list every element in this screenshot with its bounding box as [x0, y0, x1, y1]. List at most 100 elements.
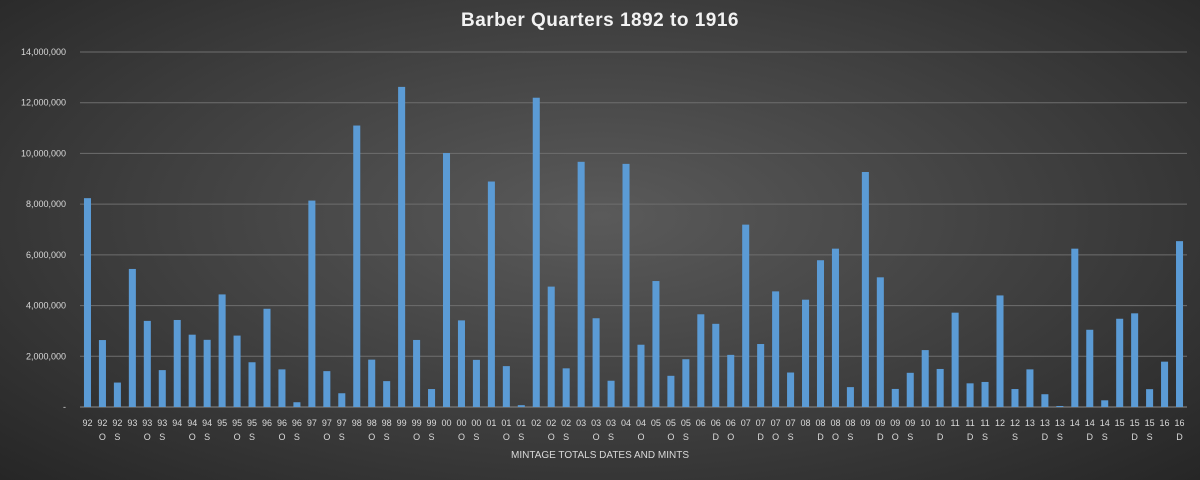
- bar: [173, 319, 181, 407]
- bar: [442, 153, 451, 407]
- x-tick-year: 02: [546, 418, 556, 428]
- x-tick-mint: O: [727, 432, 734, 442]
- x-tick-mint: S: [608, 432, 614, 442]
- x-tick-mint: S: [473, 432, 479, 442]
- bar: [727, 354, 735, 407]
- x-tick-year: 11: [965, 418, 974, 428]
- x-tick-year: 99: [412, 418, 422, 428]
- x-tick-mint: S: [1102, 432, 1108, 442]
- x-tick-mint: O: [189, 432, 196, 442]
- bar: [891, 388, 899, 407]
- x-tick-year: 03: [591, 418, 601, 428]
- x-tick-year: 04: [621, 418, 631, 428]
- bar: [143, 320, 151, 407]
- x-tick-year: 14: [1070, 418, 1080, 428]
- x-tick-year: 15: [1130, 418, 1140, 428]
- x-tick-year: 94: [172, 418, 182, 428]
- x-tick-mint: S: [1012, 432, 1018, 442]
- bar: [607, 380, 615, 407]
- bar: [816, 260, 825, 407]
- y-tick-label: 10,000,000: [21, 148, 66, 158]
- x-tick-mint: O: [413, 432, 420, 442]
- x-tick-year: 04: [636, 418, 646, 428]
- x-tick-year: 98: [382, 418, 392, 428]
- bar: [383, 381, 391, 407]
- x-tick-mint: O: [548, 432, 555, 442]
- x-tick-mint: S: [294, 432, 300, 442]
- x-tick-year: 11: [980, 418, 989, 428]
- x-tick-mint: O: [99, 432, 106, 442]
- bar: [1146, 389, 1154, 407]
- bar: [323, 371, 331, 407]
- x-tick-mint: S: [982, 432, 988, 442]
- x-tick-mint: S: [1147, 432, 1153, 442]
- bar: [368, 359, 376, 407]
- bar: [472, 359, 480, 407]
- x-tick-year: 07: [756, 418, 766, 428]
- x-tick-year: 97: [337, 418, 347, 428]
- bar: [188, 334, 196, 407]
- x-tick-year: 03: [576, 418, 586, 428]
- x-tick-mint: S: [384, 432, 390, 442]
- bar: [712, 323, 720, 407]
- bar: [787, 372, 795, 407]
- x-tick-year: 01: [516, 418, 526, 428]
- x-tick-year: 00: [441, 418, 451, 428]
- x-tick-mint: D: [937, 432, 944, 442]
- x-tick-year: 13: [1055, 418, 1065, 428]
- bar: [981, 381, 989, 407]
- x-tick-mint: O: [234, 432, 241, 442]
- x-tick-mint: S: [788, 432, 794, 442]
- x-tick-year: 03: [606, 418, 616, 428]
- x-tick-year: 95: [232, 418, 242, 428]
- bar: [487, 181, 495, 407]
- x-tick-mint: D: [713, 432, 720, 442]
- bar: [308, 200, 316, 407]
- x-tick-mint: O: [832, 432, 839, 442]
- bar: [248, 362, 256, 407]
- x-tick-mint: D: [1176, 432, 1183, 442]
- x-tick-year: 14: [1100, 418, 1110, 428]
- x-tick-year: 99: [397, 418, 407, 428]
- y-tick-label: 2,000,000: [26, 351, 66, 361]
- x-tick-year: 11: [950, 418, 959, 428]
- bar: [233, 335, 241, 407]
- bar: [652, 281, 660, 407]
- bar: [562, 368, 570, 407]
- x-tick-year: 05: [666, 418, 676, 428]
- x-tick-year: 02: [531, 418, 541, 428]
- x-tick-year: 15: [1145, 418, 1155, 428]
- x-tick-year: 99: [427, 418, 437, 428]
- x-tick-year: 96: [292, 418, 302, 428]
- x-tick-mint: D: [1131, 432, 1138, 442]
- bar: [1101, 400, 1109, 407]
- x-tick-mint: O: [144, 432, 151, 442]
- x-tick-year: 92: [82, 418, 92, 428]
- bar: [517, 405, 525, 407]
- x-tick-mint: D: [817, 432, 824, 442]
- bar: [218, 294, 226, 407]
- x-tick-mint: S: [159, 432, 165, 442]
- bar: [83, 198, 91, 407]
- bar: [278, 369, 286, 407]
- x-tick-year: 92: [97, 418, 107, 428]
- bar: [906, 372, 914, 407]
- x-tick-year: 12: [995, 418, 1005, 428]
- bar: [338, 393, 346, 407]
- x-tick-mint: O: [503, 432, 510, 442]
- x-tick-mint: S: [204, 432, 210, 442]
- x-tick-year: 12: [1010, 418, 1020, 428]
- bar: [1026, 369, 1034, 407]
- bar: [128, 268, 136, 407]
- bar: [98, 340, 106, 407]
- x-tick-year: 10: [935, 418, 945, 428]
- bar: [667, 375, 675, 407]
- bar: [113, 382, 121, 407]
- bar: [1071, 248, 1079, 407]
- x-tick-mint: O: [667, 432, 674, 442]
- bar: [1011, 389, 1019, 407]
- x-tick-year: 08: [830, 418, 840, 428]
- x-tick-mint: O: [593, 432, 600, 442]
- x-tick-year: 16: [1175, 418, 1185, 428]
